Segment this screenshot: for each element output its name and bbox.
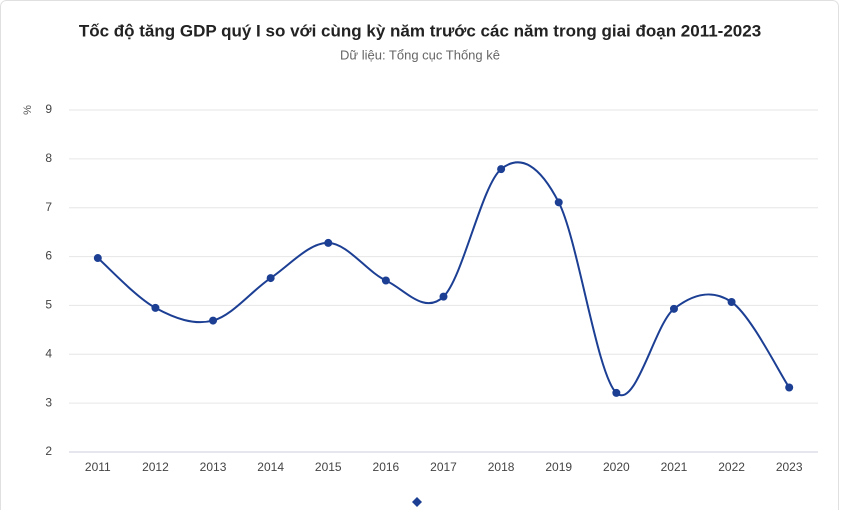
point — [93, 254, 102, 263]
x-tick-label: 2012 — [142, 460, 169, 474]
x-tick-label: 2011 — [85, 460, 111, 474]
y-tick-label: 6 — [45, 249, 52, 263]
point — [669, 304, 678, 313]
point — [497, 165, 506, 174]
y-tick-label: 4 — [45, 346, 52, 360]
x-tick-label: 2017 — [430, 460, 457, 474]
x-tick-label: 2019 — [545, 460, 572, 474]
y-tick-label: 8 — [45, 151, 52, 165]
chart-subtitle: Dữ liệu: Tổng cục Thống kê — [340, 47, 500, 62]
x-tick-label: 2022 — [718, 460, 745, 474]
y-axis-label: % — [22, 105, 34, 115]
legend-marker — [412, 497, 422, 507]
x-tick-label: 2013 — [200, 460, 227, 474]
x-tick-label: 2015 — [315, 460, 342, 474]
point — [785, 383, 794, 392]
x-tick-label: 2020 — [603, 460, 630, 474]
x-tick-label: 2023 — [776, 460, 803, 474]
y-tick-label: 3 — [45, 395, 52, 409]
y-tick-label: 9 — [45, 102, 52, 116]
point — [381, 276, 390, 285]
point — [554, 198, 563, 207]
point — [439, 292, 448, 301]
y-tick-label: 2 — [45, 444, 52, 458]
point — [612, 388, 621, 397]
point — [209, 316, 218, 325]
point — [266, 274, 275, 283]
point — [151, 303, 160, 312]
x-tick-label: 2016 — [373, 460, 400, 474]
y-tick-label: 7 — [45, 200, 52, 214]
x-tick-label: 2021 — [661, 460, 688, 474]
x-tick-label: 2018 — [488, 460, 515, 474]
y-tick-label: 5 — [45, 298, 52, 312]
x-tick-label: 2014 — [257, 460, 284, 474]
point — [324, 238, 333, 247]
point — [727, 298, 736, 307]
chart-title: Tốc độ tăng GDP quý I so với cùng kỳ năm… — [79, 21, 761, 40]
